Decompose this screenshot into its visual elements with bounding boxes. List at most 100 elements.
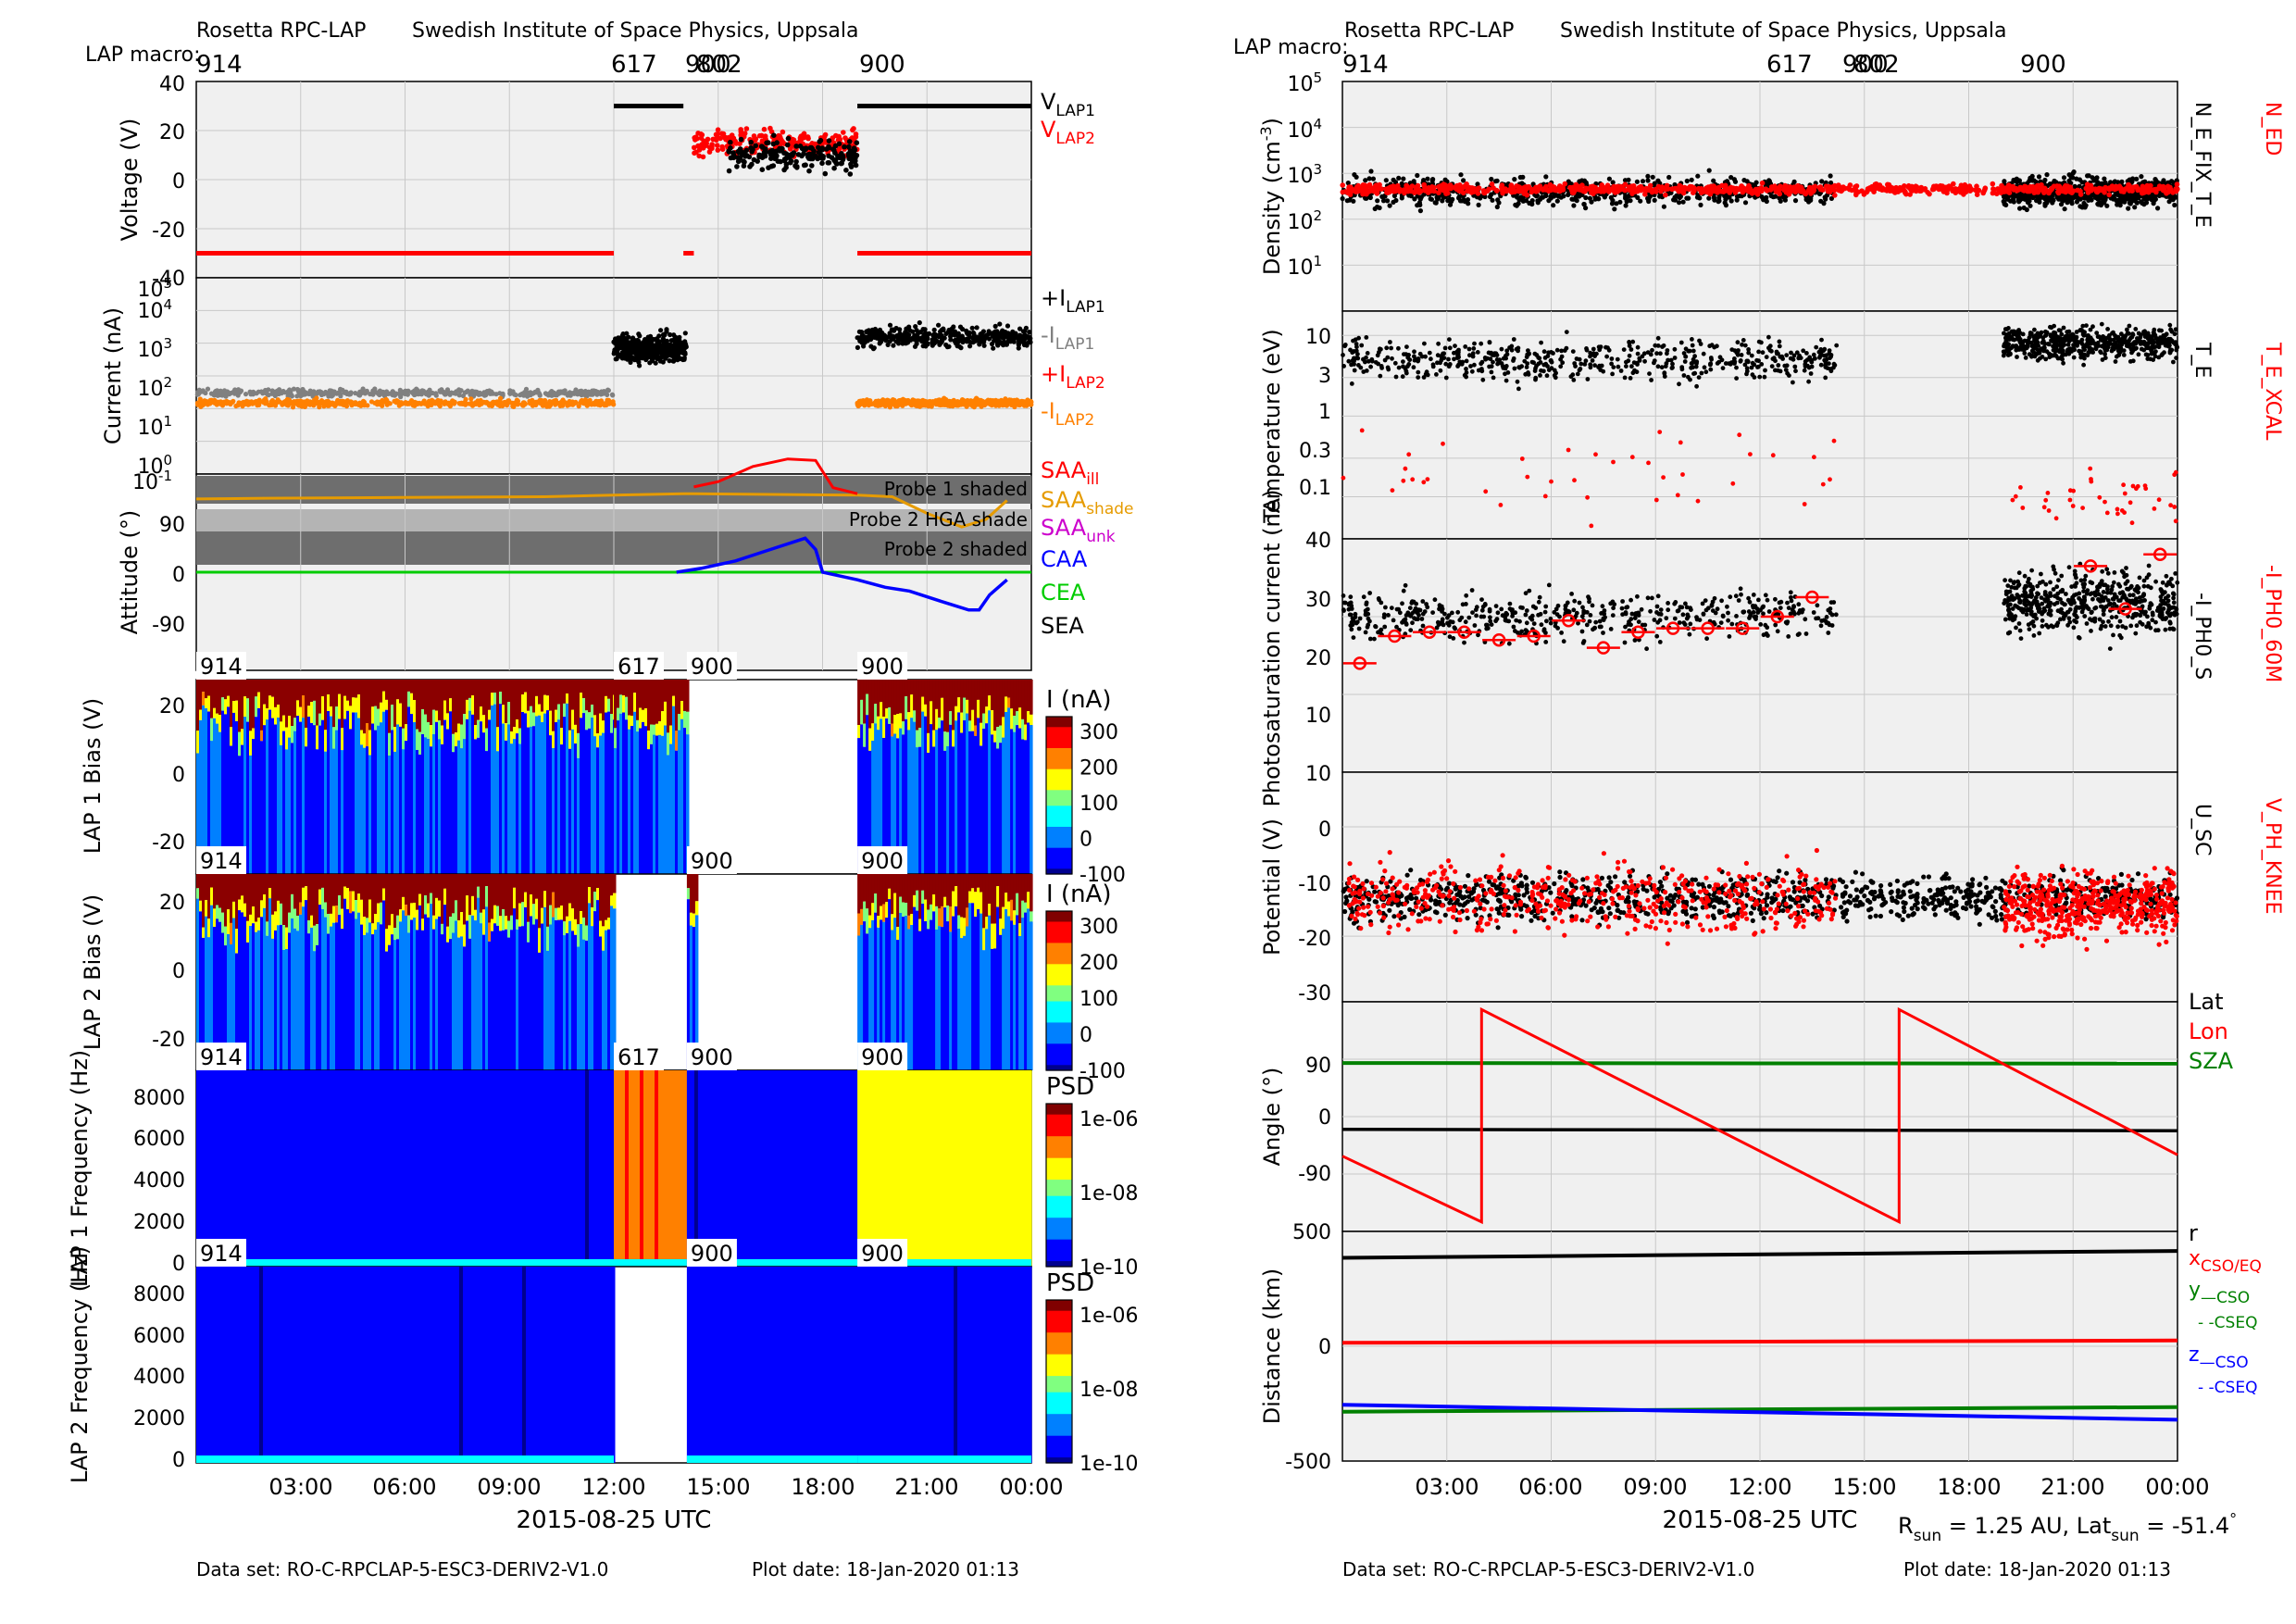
heat-column-top — [280, 680, 283, 722]
colorbar-segment — [1046, 821, 1072, 828]
heat-column-top — [199, 874, 203, 901]
heat-column-low — [288, 737, 292, 874]
heat-column-low — [991, 734, 994, 874]
heat-column-low — [318, 905, 322, 1070]
heat-column-mid — [999, 725, 1003, 743]
heat-column-low — [619, 713, 623, 874]
psd-column — [511, 1070, 516, 1267]
heat-column-top — [416, 680, 419, 730]
psd-column — [883, 1267, 888, 1463]
heat-column-low — [541, 923, 544, 1070]
psd-column — [712, 1070, 718, 1267]
heat-column-mid — [257, 692, 261, 708]
heat-column-mid — [305, 728, 308, 747]
psd-column — [389, 1070, 393, 1267]
heat-column-top — [946, 680, 950, 732]
psd-column — [593, 1070, 597, 1267]
colorbar-segment — [1046, 1414, 1072, 1420]
heat-column-low — [424, 737, 428, 874]
heat-column-mid — [441, 725, 444, 744]
heat-column-mid — [202, 927, 206, 938]
psd-column — [559, 1070, 564, 1267]
heat-column-low — [916, 910, 919, 1070]
heat-column-low — [474, 920, 478, 1070]
heat-column-low — [1016, 915, 1019, 1070]
heat-column-low — [513, 908, 517, 1070]
colorbar-segment — [1046, 1146, 1072, 1154]
psd-column — [786, 1267, 792, 1463]
psd-column — [374, 1267, 379, 1463]
heat-column-mid — [355, 697, 358, 713]
heat-column-mid — [585, 710, 589, 731]
heat-column-mid — [216, 713, 219, 724]
plus-ilap1-point — [1010, 338, 1016, 344]
heat-column-top — [352, 680, 356, 698]
heat-column-low — [368, 922, 372, 1070]
psd-column — [771, 1267, 777, 1463]
heat-column-top — [330, 874, 333, 914]
heat-column-low — [538, 952, 542, 1070]
heat-column-top — [686, 874, 691, 889]
heat-column-low — [1029, 725, 1033, 874]
psd-column — [666, 1070, 670, 1267]
plus-ilap1-point — [612, 349, 618, 355]
heat-column-mid — [596, 733, 600, 748]
heat-column-low — [443, 905, 447, 1070]
heat-column-mid — [474, 725, 478, 740]
heat-column-mid — [689, 912, 693, 926]
right-macro-914: 914 — [1342, 51, 1389, 79]
psd-column — [719, 1070, 725, 1267]
heat-column-top — [993, 874, 997, 924]
heat-column-mid — [299, 902, 303, 915]
heat-column-mid — [405, 905, 408, 916]
heat-column-top — [427, 680, 430, 722]
psd-column — [894, 1267, 899, 1463]
psd-column — [196, 1070, 201, 1267]
heat-column-low — [680, 718, 684, 874]
psd-column — [515, 1070, 519, 1267]
psd-column — [749, 1070, 755, 1267]
heat-column-top — [471, 874, 475, 896]
psd-column — [526, 1267, 530, 1463]
heat-column-low — [296, 931, 300, 1070]
heat-column-top — [457, 680, 461, 724]
heat-column-top — [996, 680, 1000, 728]
psd-column — [356, 1070, 360, 1267]
vlap1-point — [736, 150, 742, 156]
psd-column — [515, 1267, 519, 1463]
voltage-tick-m40: -40 — [152, 268, 185, 291]
psd-column — [838, 1070, 843, 1267]
psd-column — [300, 1267, 305, 1463]
minus-ilap1-point — [295, 389, 301, 394]
heat-column-low — [452, 752, 455, 874]
vlap2-point — [833, 132, 839, 139]
heat-column-top — [891, 680, 894, 724]
psd-column — [326, 1267, 331, 1463]
heat-column-top — [541, 680, 544, 712]
colorbar-segment — [1046, 863, 1072, 869]
plus-ilap1-point — [1021, 333, 1027, 339]
plus-ilap1-point — [989, 341, 995, 347]
plus-ilap1-point — [967, 344, 973, 349]
heat-column-top — [316, 680, 319, 726]
heat-column-top — [874, 680, 878, 705]
vlap1-point — [854, 140, 860, 145]
heat-column-top — [263, 680, 267, 705]
colorbar-segment — [1046, 1190, 1072, 1197]
heat-column-top — [871, 680, 875, 724]
colorbar-segment — [1046, 921, 1072, 928]
heat-column-top — [650, 680, 654, 725]
heat-column-mid — [985, 917, 989, 930]
heat-column-low — [443, 719, 447, 874]
heat-column-top — [902, 874, 905, 903]
heat-column-low — [607, 711, 611, 874]
psd-column — [865, 1267, 869, 1463]
minus-ilap2-point — [885, 398, 891, 404]
psd-column — [559, 1267, 564, 1463]
heat-column-top — [271, 680, 275, 697]
heat-column-mid — [996, 886, 1000, 907]
heat-column-mid — [199, 900, 203, 912]
heat-column-mid — [921, 890, 925, 904]
heat-column-low — [477, 897, 480, 1070]
heat-column-mid — [224, 926, 228, 946]
